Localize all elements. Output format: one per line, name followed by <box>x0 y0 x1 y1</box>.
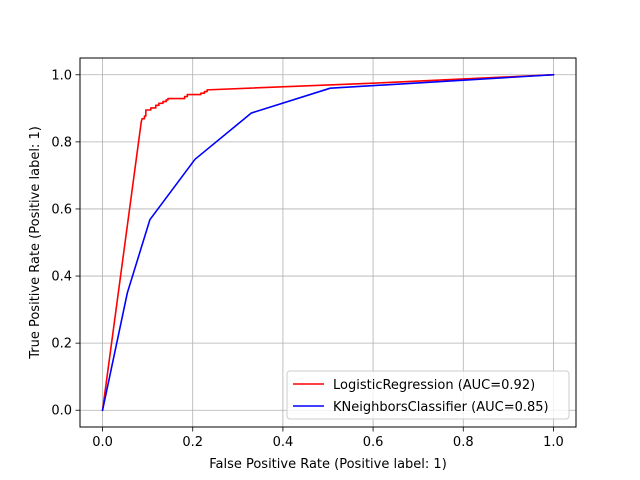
y-tick-label-0: 0.0 <box>51 404 72 419</box>
x-tick-label-4: 0.8 <box>453 435 474 450</box>
y-tick-label-5: 1.0 <box>51 68 72 83</box>
y-axis-label: True Positive Rate (Positive label: 1) <box>28 126 43 360</box>
y-axis-ticks: 0.0 0.2 0.4 0.6 0.8 1.0 <box>51 68 80 419</box>
x-tick-label-1: 0.2 <box>182 435 203 450</box>
x-tick-label-2: 0.4 <box>273 435 294 450</box>
y-tick-label-3: 0.6 <box>51 202 72 217</box>
legend-box <box>286 370 570 420</box>
y-tick-label-2: 0.4 <box>51 270 72 285</box>
legend-label-logistic-regression: LogisticRegression (AUC=0.92) <box>333 378 535 393</box>
series-lines <box>101 73 555 412</box>
y-tick-label-1: 0.2 <box>51 337 72 352</box>
grid <box>80 58 576 427</box>
series-line-1 <box>101 73 555 412</box>
legend: LogisticRegression (AUC=0.92) KNeighbors… <box>286 370 570 420</box>
series-line-0 <box>101 73 555 412</box>
x-tick-label-0: 0.0 <box>92 435 113 450</box>
x-tick-label-3: 0.6 <box>363 435 384 450</box>
plot-frame <box>79 57 577 428</box>
y-tick-label-4: 0.8 <box>51 135 72 150</box>
x-axis-label: False Positive Rate (Positive label: 1) <box>209 457 447 472</box>
x-axis-ticks: 0.0 0.2 0.4 0.6 0.8 1.0 <box>92 427 564 450</box>
x-tick-label-5: 1.0 <box>543 435 564 450</box>
legend-label-kneighbors-classifier: KNeighborsClassifier (AUC=0.85) <box>333 400 549 415</box>
